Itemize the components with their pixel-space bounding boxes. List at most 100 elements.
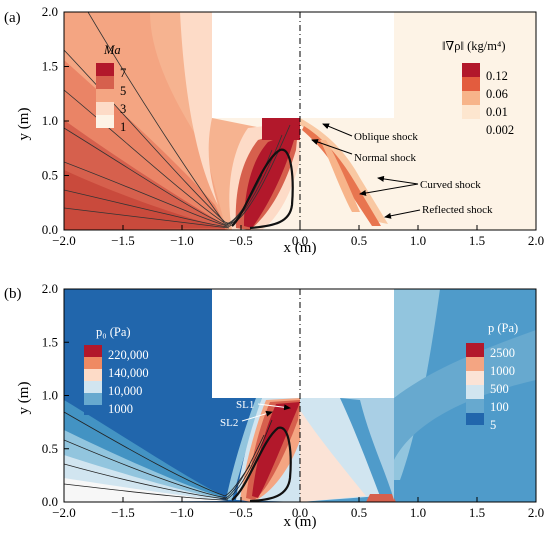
legend-swatch — [466, 371, 484, 385]
legend-level: 0.002 — [486, 123, 514, 137]
legend-swatch — [462, 119, 480, 129]
legend-swatch — [84, 405, 102, 415]
y-tick-label: 2.0 — [42, 4, 58, 19]
legend-level: 2500 — [490, 346, 515, 360]
legend-swatch — [462, 105, 480, 119]
x-tick-label: 1.0 — [410, 233, 426, 248]
panel-a-left-legend: Ma 7 5 3 1 — [96, 43, 126, 134]
panel-a-separation-line — [231, 148, 294, 230]
y-tick-label: 0.0 — [42, 494, 58, 509]
panel-a-label: (a) — [4, 10, 21, 26]
x-tick-label: 0.5 — [351, 505, 367, 520]
annotation-oblique-shock: Oblique shock — [354, 131, 418, 143]
legend-swatch — [466, 413, 484, 425]
panel-b-left-legend: p₀ (Pa) 220,000 140,000 10,000 1000 — [84, 325, 149, 416]
panel-a-field — [64, 12, 536, 230]
annotation-arrow — [322, 123, 353, 137]
panel-a-annotations: Oblique shock Normal shock Curved shock … — [311, 123, 493, 219]
y-tick-label: 1.5 — [42, 59, 58, 74]
panel-a-axes: −2.0 −1.5 −1.0 −0.5 0.0 0.5 1.0 1.5 2.0 0.0 0.5 1.0… — [42, 4, 544, 248]
y-tick-label: 1.0 — [42, 388, 58, 403]
x-tick-label: −2.0 — [52, 505, 76, 520]
legend-swatch — [96, 76, 114, 89]
panel-b-x-axis-label: x (m) — [284, 514, 317, 530]
legend-level: 140,000 — [108, 366, 149, 380]
legend-level: 0.12 — [486, 69, 508, 83]
x-tick-label: 2.0 — [528, 233, 544, 248]
x-tick-label: 2.0 — [528, 505, 544, 520]
annotation-arrow — [377, 175, 419, 185]
legend-level: 0.06 — [486, 87, 508, 101]
legend-swatch — [84, 393, 102, 405]
panel-b-field — [64, 289, 536, 502]
legend-level: 100 — [490, 400, 509, 414]
panel-b: (b) — [4, 281, 544, 530]
panel-a-right-legend-title: ‖∇ρ‖ (kg/m⁴) — [442, 39, 506, 53]
legend-swatch — [462, 63, 480, 77]
legend-level: 3 — [120, 102, 126, 116]
y-tick-label: 1.0 — [42, 113, 58, 128]
panel-a-y-axis-label: y (m) — [16, 108, 32, 141]
legend-level: 220,000 — [108, 348, 149, 362]
panel-b-annotations: SL1 SL2 — [220, 399, 291, 429]
annotation-curved-shock: Curved shock — [420, 179, 481, 191]
panel-a-right-legend: ‖∇ρ‖ (kg/m⁴) 0.12 0.06 0.01 0.002 — [442, 39, 514, 137]
panel-b-axes: −2.0 −1.5 −1.0 −0.5 0.0 0.5 1.0 1.5 2.0 0.0 0.5 1.0… — [42, 281, 544, 520]
legend-swatch — [84, 381, 102, 393]
annotation-arrow — [311, 139, 353, 155]
x-tick-label: 1.0 — [410, 505, 426, 520]
legend-level: 1 — [120, 120, 126, 134]
legend-level: 5 — [490, 418, 496, 432]
x-tick-label: 0.0 — [292, 505, 308, 520]
x-tick-label: 0.0 — [292, 233, 308, 248]
x-tick-label: −2.0 — [52, 233, 76, 248]
legend-swatch — [84, 357, 102, 369]
panel-b-separation-line — [231, 426, 292, 502]
y-tick-label: 0.5 — [42, 441, 58, 456]
y-tick-label: 2.0 — [42, 281, 58, 296]
annotation-sl2: SL2 — [220, 417, 238, 429]
x-tick-label: 1.5 — [469, 505, 485, 520]
annotation-normal-shock: Normal shock — [354, 152, 417, 164]
panel-b-streamlines — [64, 411, 273, 501]
x-tick-label: 0.5 — [351, 233, 367, 248]
legend-swatch — [96, 102, 114, 115]
legend-swatch — [466, 399, 484, 413]
x-tick-label: −1.5 — [111, 505, 135, 520]
legend-level: 0.01 — [486, 105, 508, 119]
legend-level: 7 — [120, 66, 126, 80]
legend-level: 5 — [120, 84, 126, 98]
annotation-arrow — [359, 183, 419, 196]
x-tick-label: −0.5 — [229, 233, 253, 248]
x-tick-label: 1.5 — [469, 233, 485, 248]
y-tick-label: 1.5 — [42, 334, 58, 349]
legend-swatch — [466, 385, 484, 399]
panel-a: (a) — [4, 4, 544, 256]
legend-level: 1000 — [490, 364, 515, 378]
panel-b-left-legend-title: p₀ (Pa) — [96, 325, 131, 339]
panel-b-label: (b) — [4, 286, 22, 302]
annotation-sl1: SL1 — [236, 399, 254, 411]
legend-level: 10,000 — [108, 384, 142, 398]
x-tick-label: −1.0 — [170, 233, 194, 248]
legend-level: 1000 — [108, 402, 133, 416]
panel-a-left-legend-title: Ma — [103, 43, 121, 57]
legend-swatch — [84, 345, 102, 357]
legend-swatch — [462, 77, 480, 91]
x-tick-label: −1.0 — [170, 505, 194, 520]
annotation-reflected-shock: Reflected shock — [422, 204, 493, 216]
legend-swatch — [96, 115, 114, 128]
legend-swatch — [84, 369, 102, 381]
legend-swatch — [96, 63, 114, 76]
legend-level: 500 — [490, 382, 509, 396]
legend-swatch — [96, 89, 114, 102]
annotation-arrow — [241, 410, 273, 422]
panel-b-right-legend-title: p (Pa) — [488, 321, 518, 335]
annotation-arrow — [384, 209, 421, 219]
legend-swatch — [462, 91, 480, 105]
y-tick-label: 0.0 — [42, 222, 58, 237]
panel-a-x-axis-label: x (m) — [284, 240, 317, 256]
panel-b-y-axis-label: y (m) — [16, 382, 32, 415]
legend-swatch — [466, 357, 484, 371]
